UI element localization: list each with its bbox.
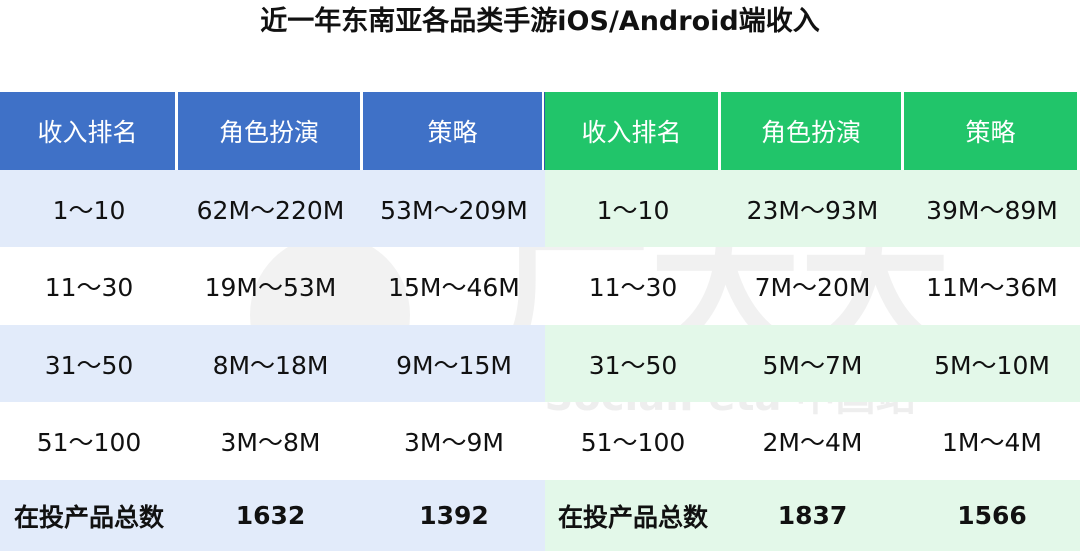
table-cell: 51～100 [580,428,686,457]
header-strategy: 策略 [363,92,545,170]
table-cell: 3M～8M [220,428,321,457]
table-cell: 15M～46M [388,273,520,302]
header-rpg: 角色扮演 [721,92,904,170]
total-value: 1392 [363,480,545,551]
total-value: 1566 [904,480,1080,551]
table-cell: 11～30 [588,273,678,302]
table-cell: 1～10 [545,170,721,247]
table-cell: 2M～4M [762,428,863,457]
table-cell: 31～50 [545,325,721,402]
table-cell: 62M～220M [178,170,363,247]
total-value: 1837 [721,480,904,551]
chart-title: 近一年东南亚各品类手游iOS/Android端收入 [260,6,820,37]
table-cell: 31～50 [0,325,178,402]
header-rpg: 角色扮演 [178,92,363,170]
header-rank: 收入排名 [0,92,178,170]
table-android: 收入排名 角色扮演 策略 1～10 23M～93M 39M～89M 11～30 … [545,92,1080,551]
table-cell: 39M～89M [904,170,1080,247]
table-cell: 5M～7M [721,325,904,402]
table-ios: 收入排名 角色扮演 策略 1～10 62M～220M 53M～209M 11～3… [0,92,545,551]
table-cell: 9M～15M [363,325,545,402]
header-rank: 收入排名 [545,92,721,170]
table-cell: 53M～209M [363,170,545,247]
table-cell: 11M～36M [926,273,1058,302]
total-label: 在投产品总数 [545,480,721,551]
table-cell: 1M～4M [942,428,1042,457]
table-cell: 51～100 [36,428,142,457]
table-cell: 8M～18M [178,325,363,402]
header-strategy: 策略 [904,92,1080,170]
table-cell: 7M～20M [754,273,871,302]
table-cell: 11～30 [44,273,134,302]
table-cell: 1～10 [0,170,178,247]
table-cell: 23M～93M [721,170,904,247]
table-cell: 3M～9M [404,428,504,457]
total-value: 1632 [178,480,363,551]
table-cell: 5M～10M [904,325,1080,402]
total-label: 在投产品总数 [0,480,178,551]
table-cell: 19M～53M [204,273,337,302]
